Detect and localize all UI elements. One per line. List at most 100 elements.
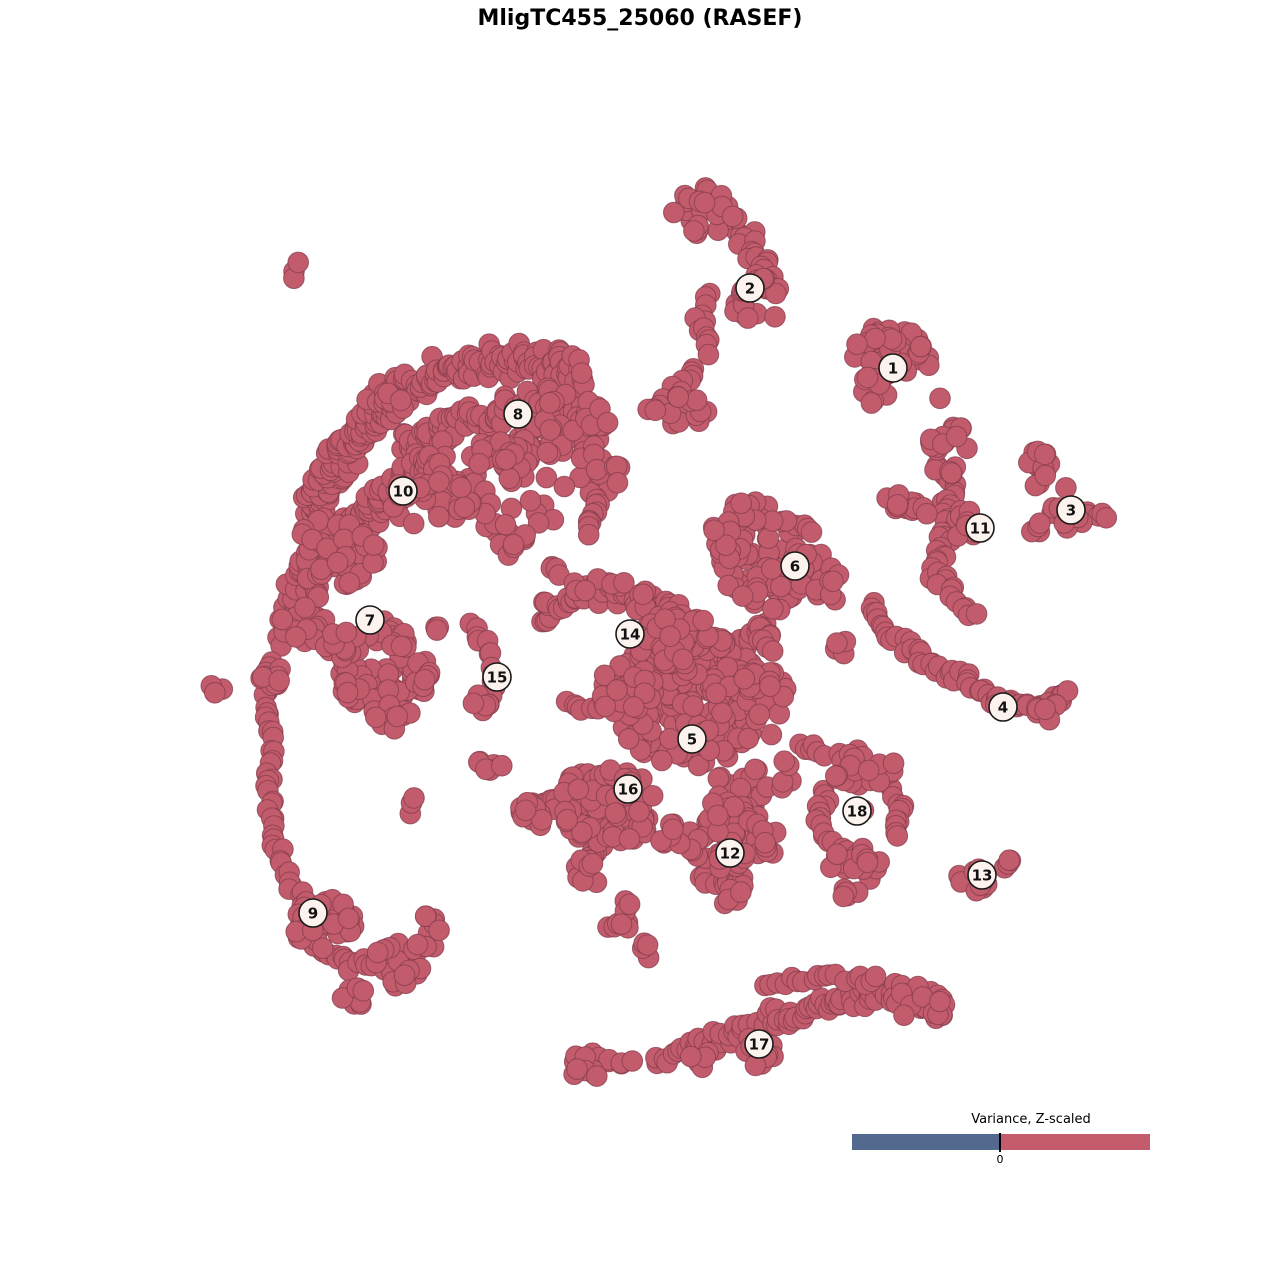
data-point (893, 1004, 915, 1027)
data-point (760, 723, 783, 746)
cluster-label-circle (298, 898, 328, 928)
data-point (585, 458, 608, 481)
cluster-label-text: 7 (365, 611, 375, 629)
data-point (641, 785, 664, 807)
data-point (581, 852, 604, 875)
data-point (402, 512, 425, 535)
cluster-label: 7 (355, 605, 385, 635)
data-point (574, 579, 597, 602)
data-point (773, 750, 796, 773)
cluster-label: 17 (744, 1029, 774, 1059)
cluster-label: 16 (613, 774, 643, 804)
cluster-label-text: 17 (749, 1035, 770, 1053)
data-point (539, 419, 562, 441)
cluster-label-text: 6 (790, 557, 800, 575)
data-point (553, 475, 576, 498)
data-point (765, 282, 787, 305)
data-point (846, 333, 868, 356)
data-point (366, 941, 389, 964)
cluster-label-circle (388, 476, 418, 506)
cluster-label-circle (965, 513, 995, 543)
data-point (390, 635, 413, 658)
cluster-label: 11 (965, 513, 995, 543)
data-point (940, 462, 963, 484)
data-point (680, 1045, 702, 1068)
data-point (519, 489, 542, 512)
cluster-label-circle (842, 796, 872, 826)
data-point (856, 366, 879, 389)
data-point (577, 523, 600, 546)
data-point (1034, 464, 1057, 487)
data-point (754, 831, 776, 854)
cluster-label-circle (735, 273, 765, 303)
data-point (761, 640, 784, 662)
data-point (494, 514, 517, 536)
cluster-label: 13 (967, 860, 997, 890)
data-point (636, 934, 659, 956)
data-point (929, 990, 951, 1013)
cluster-label: 14 (615, 619, 645, 649)
plot-title: MligTC455_25060 (RASEF) (477, 6, 803, 31)
data-point (623, 696, 645, 718)
data-point (909, 335, 932, 358)
cluster-label-circle (967, 860, 997, 890)
cluster-label-text: 2 (745, 279, 755, 297)
cluster-label-text: 4 (998, 698, 1008, 716)
data-point (331, 987, 354, 1009)
data-point (335, 621, 358, 644)
data-point (531, 809, 553, 831)
data-point (886, 825, 909, 847)
cluster-label-circle (613, 774, 643, 804)
data-point (730, 492, 753, 515)
data-point (857, 759, 880, 782)
data-point (685, 389, 708, 412)
cluster-label-text: 18 (847, 802, 868, 820)
cluster-label-circle (988, 692, 1018, 722)
cluster-label-text: 13 (972, 866, 993, 884)
data-point (692, 609, 715, 632)
data-point (593, 664, 616, 687)
cluster-label-circle (677, 724, 707, 754)
data-point (761, 558, 783, 580)
data-point (683, 220, 705, 242)
data-point (514, 799, 537, 822)
data-point (825, 765, 847, 787)
data-point (759, 675, 781, 698)
cluster-label-text: 12 (720, 844, 741, 862)
data-point (929, 387, 951, 410)
data-point (1029, 512, 1051, 535)
data-point (536, 441, 559, 464)
data-point (663, 201, 685, 224)
data-point (856, 851, 879, 874)
data-point (413, 668, 436, 691)
data-point (606, 472, 629, 494)
data-point (406, 933, 429, 956)
data-point (594, 695, 617, 718)
cluster-label: 2 (735, 273, 765, 303)
data-point (703, 519, 725, 542)
data-point (271, 608, 294, 631)
data-point (715, 534, 737, 557)
data-point (362, 534, 385, 556)
data-point (707, 804, 729, 827)
data-point (566, 1058, 588, 1080)
data-point (764, 306, 786, 328)
data-point (268, 669, 291, 692)
cluster-label: 10 (388, 476, 418, 506)
data-point (770, 575, 792, 598)
data-point (365, 706, 387, 729)
data-point (337, 907, 360, 930)
data-point (705, 682, 727, 705)
data-point (667, 386, 690, 408)
points-layer (200, 177, 1118, 1087)
cluster-label-text: 8 (513, 405, 523, 423)
data-point (864, 965, 887, 988)
data-point (661, 818, 684, 841)
data-point (697, 343, 720, 366)
data-point (737, 307, 759, 329)
data-point (832, 885, 855, 908)
data-point (693, 191, 716, 214)
data-point (618, 828, 641, 850)
data-point (326, 551, 349, 574)
